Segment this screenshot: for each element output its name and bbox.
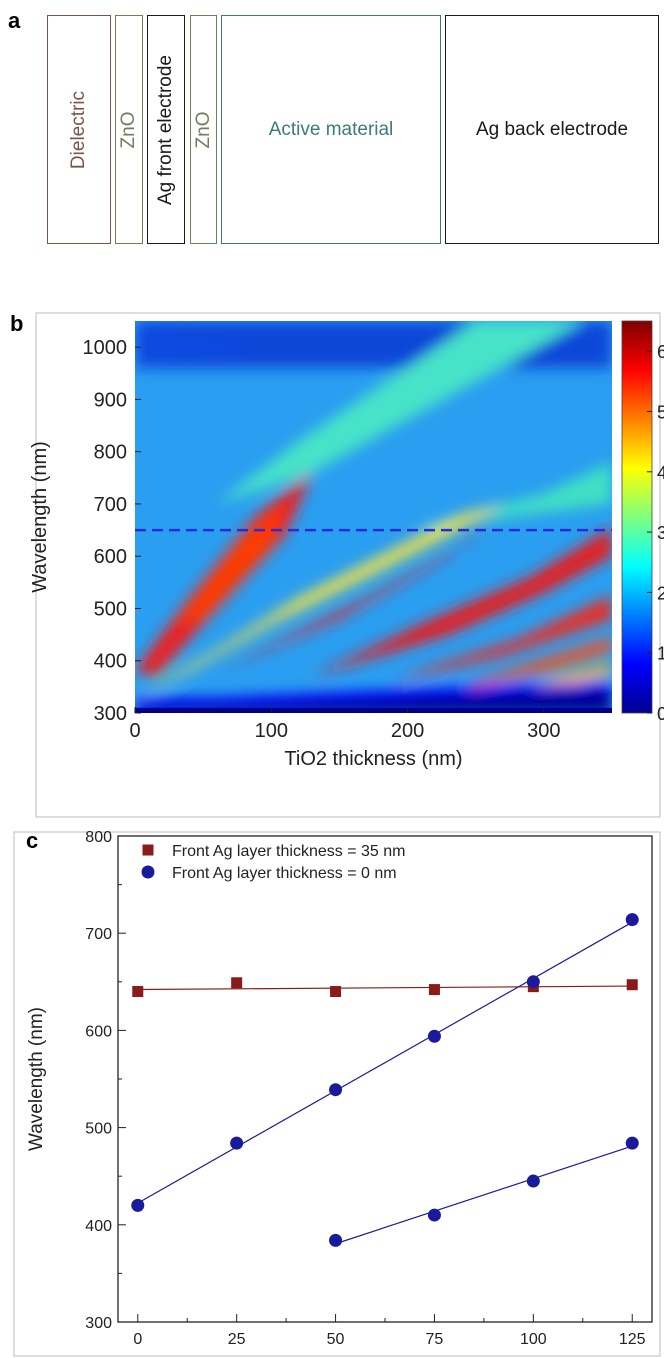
fit-line — [335, 1145, 633, 1245]
data-point-circle — [427, 1208, 441, 1222]
x-tick-label: 50 — [327, 1331, 345, 1348]
layer-active-material: Active material — [221, 15, 441, 244]
fit-line — [137, 985, 633, 991]
data-point-circle — [230, 1136, 244, 1150]
layer-dielectric: Dielectric — [47, 15, 111, 244]
legend-marker-square — [142, 844, 154, 856]
legend-label: Front Ag layer thickness = 0 nm — [172, 865, 397, 882]
colorbar-tick-label: 6 — [657, 342, 664, 362]
data-point-circle — [526, 975, 540, 989]
heatmap-intensity — [135, 321, 612, 713]
y-tick-label: 800 — [94, 442, 127, 464]
panel-label-b: b — [10, 311, 24, 336]
colorbar-tick-label: 2 — [657, 583, 664, 603]
heatmap-floor — [135, 707, 612, 713]
colorbar-tick-label: 0 — [657, 704, 664, 724]
x-tick-label: 0 — [133, 1331, 142, 1348]
data-point-square — [626, 979, 638, 991]
legend-label: Front Ag layer thickness = 35 nm — [172, 843, 405, 860]
y-tick-label: 500 — [85, 1121, 112, 1138]
heatmap-band — [135, 503, 503, 698]
y-tick-label: 400 — [94, 651, 127, 673]
x-tick-label: 300 — [527, 720, 560, 742]
y-tick-label: 600 — [85, 1023, 112, 1040]
layer-ag-back-electrode: Ag back electrode — [445, 15, 659, 244]
x-tick-label: 100 — [520, 1331, 547, 1348]
panel-label-c: c — [26, 828, 39, 853]
y-tick-label: 400 — [85, 1218, 112, 1235]
device-structure: Dielectric ZnO Ag front electrode ZnO Active… — [0, 0, 664, 260]
data-point-circle — [329, 1233, 343, 1247]
y-axis-label: Wavelength (nm) — [29, 441, 51, 593]
panel-label-a: a — [8, 8, 21, 33]
y-tick-label: 800 — [85, 829, 112, 846]
data-point-square — [330, 986, 342, 998]
x-tick-label: 125 — [619, 1331, 646, 1348]
heatmap-chart: 0 100 200 300 300 400 500 600 700 800 900 1000 TiO2 … — [29, 312, 664, 818]
x-axis-label: TiO2 thickness (nm) — [284, 748, 462, 770]
layer-label: Dielectric — [68, 90, 89, 169]
chart-frame — [13, 831, 661, 1357]
y-tick-label: 700 — [85, 926, 112, 943]
scatter-chart: 0255075100125300400500600700800TiO2 thic… — [13, 829, 661, 1357]
y-tick-label: 900 — [94, 389, 127, 411]
y-tick-label: 1000 — [83, 337, 128, 359]
layer-label: ZnO — [118, 111, 139, 148]
heatmap-band — [135, 326, 258, 369]
layer-zno: ZnO — [115, 15, 143, 244]
chart-frame — [35, 312, 661, 818]
y-axis-label: Wavelength (nm) — [26, 1007, 47, 1151]
data-point-circle — [625, 913, 639, 927]
heatmap-band — [216, 321, 585, 504]
colorbar-tick-label: 3 — [657, 523, 664, 543]
data-point-square — [132, 986, 144, 998]
layer-label: Active material — [268, 118, 394, 140]
heatmap-band — [175, 503, 285, 625]
layer-label: Ag back electrode — [475, 118, 629, 140]
y-tick-label: 700 — [94, 494, 127, 516]
x-tick-label: 200 — [391, 720, 424, 742]
x-tick-label: 25 — [228, 1331, 246, 1348]
layer-label: ZnO — [192, 111, 214, 148]
y-tick-label: 300 — [85, 1315, 112, 1332]
plot-area — [117, 835, 653, 1323]
fit-line — [137, 921, 633, 1204]
y-tick-label: 600 — [94, 546, 127, 568]
x-tick-label: 0 — [129, 720, 140, 742]
x-tick-label: 75 — [426, 1331, 444, 1348]
colorbar-tick-label: 1 — [657, 644, 664, 664]
legend-marker-circle — [141, 865, 155, 879]
colorbar-tick-label: 4 — [657, 463, 664, 483]
heatmap-band — [135, 681, 612, 707]
heatmap-band — [462, 637, 612, 690]
layer-zno: ZnO — [190, 15, 217, 244]
heatmap-band — [407, 462, 612, 531]
layer-ag-front-electrode: Ag front electrode — [147, 15, 185, 244]
heatmap-band — [135, 689, 612, 713]
colorbar-tick-label: 5 — [657, 402, 664, 422]
data-point-square — [231, 977, 243, 989]
data-point-circle — [329, 1083, 343, 1097]
data-point-square — [428, 984, 440, 996]
colorbar — [621, 320, 653, 714]
y-tick-label: 500 — [94, 598, 127, 620]
data-point-circle — [427, 1029, 441, 1043]
data-point-circle — [131, 1198, 145, 1212]
y-tick-label: 300 — [94, 703, 127, 725]
x-tick-label: 100 — [255, 720, 288, 742]
data-point-circle — [526, 1174, 540, 1188]
data-point-circle — [625, 1136, 639, 1150]
layer-label: Ag front electrode — [155, 54, 176, 205]
heatmap-field — [135, 321, 612, 713]
